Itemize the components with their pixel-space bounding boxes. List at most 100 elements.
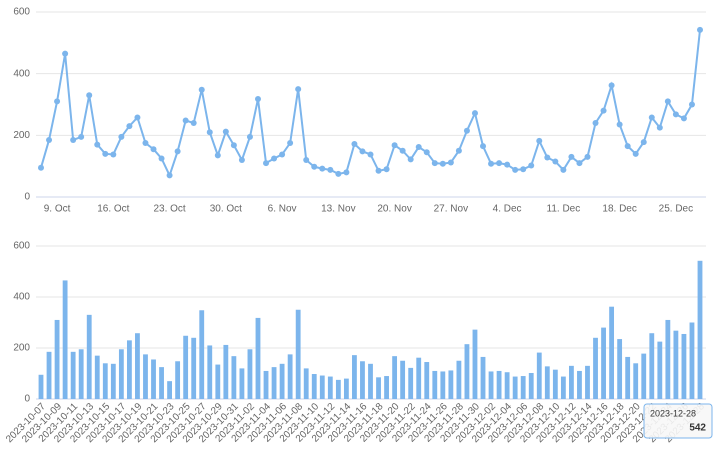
point	[343, 169, 350, 176]
point	[576, 160, 583, 167]
bar	[46, 351, 52, 399]
bar	[593, 337, 598, 399]
bar	[279, 363, 285, 399]
point	[624, 143, 631, 150]
point	[496, 160, 503, 167]
x-tick-label: 18. Dec	[602, 204, 636, 215]
bar	[376, 377, 381, 399]
bar	[552, 369, 558, 399]
bar	[335, 379, 341, 399]
bar	[102, 363, 108, 399]
bar	[657, 341, 663, 399]
bar	[207, 345, 213, 399]
x-tick-label: 23. Oct	[153, 204, 185, 215]
bar	[577, 370, 582, 399]
point	[520, 166, 527, 173]
point	[664, 98, 671, 105]
bar	[239, 368, 245, 399]
point	[102, 150, 109, 157]
point	[351, 140, 358, 147]
x-tick-label: 9. Oct	[44, 204, 71, 215]
bar	[544, 366, 550, 399]
bar	[118, 349, 124, 399]
point	[182, 117, 189, 124]
point	[303, 157, 310, 163]
point	[391, 142, 398, 149]
y-tick-label: 200	[13, 130, 30, 141]
bar	[295, 309, 301, 399]
point	[110, 151, 117, 158]
point	[311, 163, 318, 170]
point	[560, 166, 567, 173]
bar	[110, 363, 116, 399]
point	[512, 166, 519, 173]
bar	[456, 360, 462, 399]
bar	[697, 260, 703, 399]
bar	[440, 371, 446, 399]
bar	[617, 339, 623, 399]
bar	[271, 367, 277, 399]
bar	[641, 353, 647, 399]
bar	[159, 367, 164, 399]
bar	[416, 357, 422, 399]
tooltip-title: 2023-12-28	[650, 408, 696, 418]
point	[327, 166, 334, 173]
y-tick-label: 0	[24, 192, 30, 203]
bar	[78, 349, 84, 399]
point	[271, 155, 278, 162]
bar	[151, 359, 156, 399]
bar	[689, 322, 695, 399]
bar	[673, 330, 679, 399]
bar	[86, 314, 92, 399]
bar	[569, 365, 574, 399]
point	[471, 110, 478, 117]
bar	[520, 376, 526, 399]
point	[480, 143, 487, 150]
point	[142, 140, 149, 147]
y-tick-label: 600	[13, 241, 30, 252]
point	[632, 150, 639, 157]
bar	[536, 352, 542, 399]
point	[206, 129, 213, 136]
bar	[400, 360, 406, 399]
point	[230, 142, 237, 149]
x-tick-label: 6. Nov	[268, 204, 297, 215]
bar	[504, 372, 510, 399]
point	[488, 160, 495, 167]
point	[431, 160, 438, 167]
point	[528, 162, 535, 169]
bar	[191, 337, 197, 399]
point	[335, 170, 342, 177]
point	[375, 167, 382, 174]
point	[688, 101, 695, 108]
bar	[488, 371, 494, 399]
point	[62, 50, 69, 57]
bar	[424, 362, 430, 399]
bar	[384, 376, 389, 399]
point	[439, 160, 446, 167]
point	[680, 115, 687, 122]
bar	[54, 319, 60, 399]
y-tick-label: 600	[13, 7, 30, 18]
tooltip: 2023-12-28 542	[643, 403, 713, 439]
bar	[681, 333, 687, 399]
point	[94, 141, 101, 148]
point	[455, 147, 462, 154]
bar	[223, 344, 229, 399]
bar	[649, 333, 655, 399]
point	[648, 114, 655, 121]
point	[166, 172, 173, 179]
point	[600, 107, 607, 114]
bar	[448, 370, 454, 399]
bar	[319, 375, 325, 399]
point	[150, 146, 157, 153]
point	[544, 154, 551, 161]
bar	[303, 368, 309, 399]
bar	[625, 356, 631, 399]
bar	[126, 340, 132, 399]
point	[118, 133, 125, 140]
bar	[585, 365, 590, 399]
x-tick-label: 30. Oct	[210, 204, 242, 215]
point	[54, 98, 61, 105]
